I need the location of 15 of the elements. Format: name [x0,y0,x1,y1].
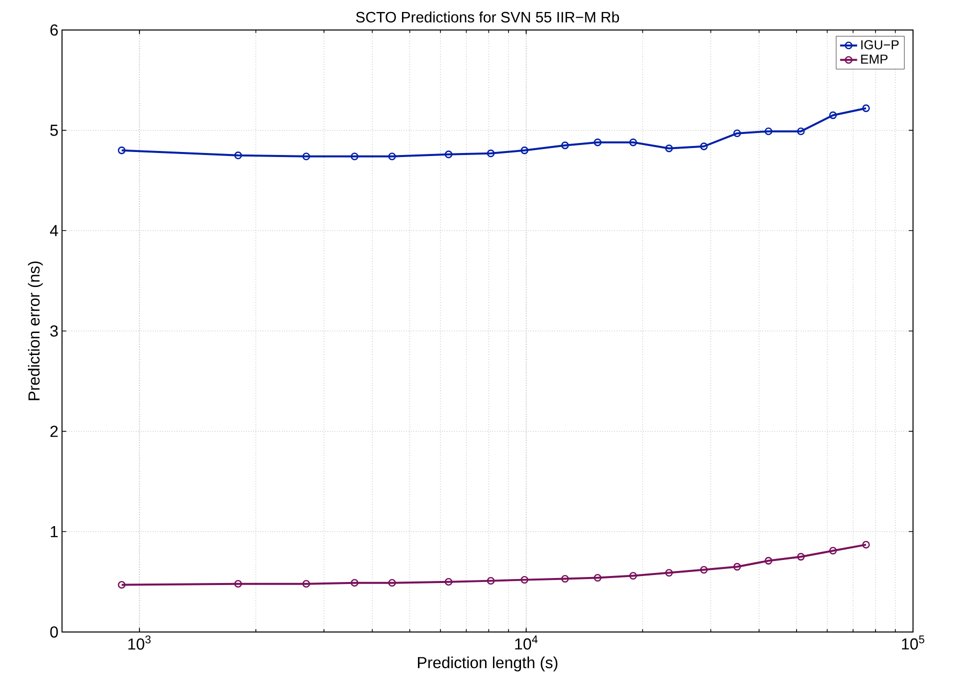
chart-title: SCTO Predictions for SVN 55 IIR−M Rb [356,12,619,22]
x-axis-title: Prediction length (s) [418,656,558,672]
y-tick-label: 4 [50,225,58,236]
y-axis-title: Prediction error (ns) [28,262,43,400]
y-tick-label: 0 [50,626,58,638]
x-tick-label: 10$^{3}$ [128,636,151,650]
y-tick-label: 5 [50,124,58,136]
legend-label: EMP [861,54,888,64]
y-tick-label: 2 [50,426,58,437]
y-tick-label: 6 [50,24,58,36]
y-tick-label: 3 [50,325,58,337]
x-tick-label: 10$^{5}$ [902,636,924,650]
x-tick-label: 10$^{4}$ [515,636,538,650]
y-tick-label: 1 [50,526,58,538]
legend-label: IGU−P [861,40,899,50]
